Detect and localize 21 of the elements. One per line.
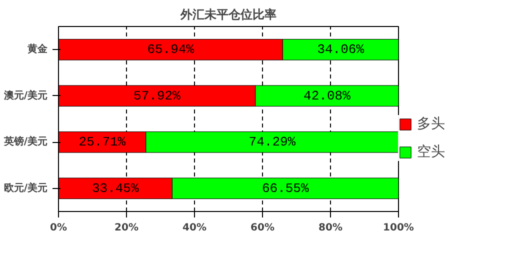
x-tick-label: 100%: [383, 222, 414, 234]
data-label: 57.92%: [134, 88, 181, 104]
y-tick-label: 黄金: [26, 43, 48, 56]
chart-title: 外汇未平仓位比率: [180, 8, 276, 22]
x-tick-label: 40%: [182, 222, 206, 234]
y-tick-label: 英镑/美元: [2, 136, 48, 148]
legend-label: 空头: [417, 143, 446, 161]
data-label: 25.71%: [78, 134, 126, 150]
y-tick-label: 澳元/美元: [2, 89, 48, 102]
data-label: 33.45%: [92, 180, 139, 196]
x-tick-label: 60%: [250, 222, 274, 234]
x-tick-label: 20%: [114, 222, 138, 234]
legend-label: 多头: [417, 115, 446, 133]
data-label: 42.08%: [304, 88, 351, 104]
y-tick-label: 欧元/美元: [4, 182, 48, 194]
x-tick-label: 0%: [50, 222, 67, 234]
data-label: 74.29%: [248, 134, 296, 150]
data-label: 65.94%: [147, 42, 194, 58]
data-label: 34.06%: [317, 42, 364, 58]
x-tick-label: 80%: [318, 222, 342, 234]
data-label: 66.55%: [262, 180, 309, 196]
